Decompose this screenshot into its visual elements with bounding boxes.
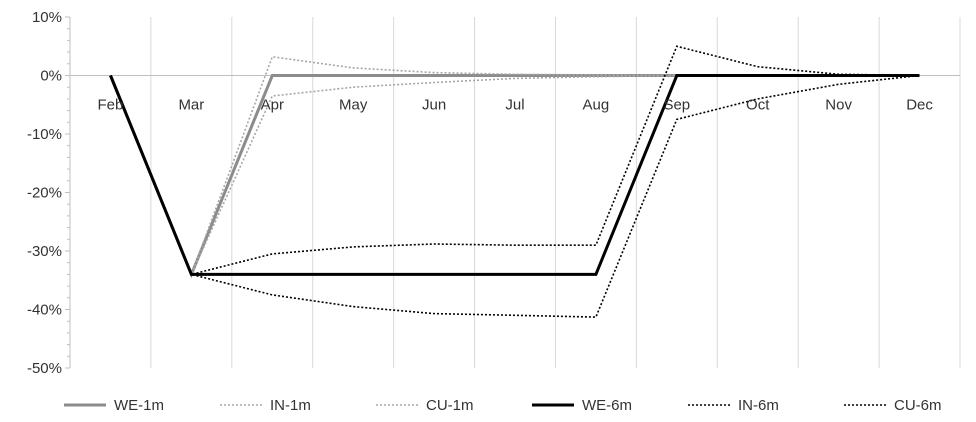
legend-label: IN-6m bbox=[738, 397, 779, 414]
x-tick-label: Jun bbox=[422, 97, 446, 114]
x-tick-label: Jul bbox=[505, 97, 524, 114]
x-tick-label: Mar bbox=[178, 97, 204, 114]
legend-item-in-1m: IN-1m bbox=[220, 397, 311, 414]
legend-item-we-6m: WE-6m bbox=[532, 397, 632, 414]
grid-lines bbox=[69, 17, 961, 368]
y-tick-label: 10% bbox=[32, 9, 62, 26]
legend-label: WE-6m bbox=[582, 397, 632, 414]
y-tick-label: -30% bbox=[27, 243, 62, 260]
legend-item-cu-1m: CU-1m bbox=[376, 397, 474, 414]
legend-label: CU-1m bbox=[426, 397, 474, 414]
legend-item-we-1m: WE-1m bbox=[64, 397, 164, 414]
x-tick-label: Feb bbox=[98, 97, 124, 114]
x-tick-label: Sep bbox=[663, 97, 690, 114]
series-line-cu-1m bbox=[109, 74, 920, 277]
y-tick-label: -40% bbox=[27, 302, 62, 319]
x-tick-label: Dec bbox=[906, 97, 933, 114]
series-line-in-6m bbox=[109, 45, 920, 276]
legend-label: CU-6m bbox=[894, 397, 942, 414]
legend-label: IN-1m bbox=[270, 397, 311, 414]
x-tick-label: Oct bbox=[746, 97, 770, 114]
legend: WE-1m IN-1m CU-1m WE-6m IN-6m CU-6m bbox=[64, 397, 942, 414]
y-tick-label: -10% bbox=[27, 126, 62, 143]
x-tick-label: Aug bbox=[583, 97, 610, 114]
y-tick-label: -50% bbox=[27, 360, 62, 377]
x-axis-labels: Feb Mar Apr May Jun Jul Aug Sep Oct Nov Dec bbox=[98, 97, 934, 114]
legend-label: WE-1m bbox=[114, 397, 164, 414]
y-tick-label: -20% bbox=[27, 185, 62, 202]
legend-item-in-6m: IN-6m bbox=[688, 397, 779, 414]
x-tick-label: Nov bbox=[825, 97, 852, 114]
x-tick-label: May bbox=[339, 97, 368, 114]
series-layer bbox=[109, 45, 920, 318]
y-axis: 10% 0% -10% -20% -30% -40% -50% bbox=[27, 9, 71, 377]
x-tick-label: Apr bbox=[261, 97, 284, 114]
series-line-we-6m bbox=[109, 74, 920, 276]
legend-item-cu-6m: CU-6m bbox=[844, 397, 942, 414]
y-tick-label: 0% bbox=[40, 68, 62, 85]
